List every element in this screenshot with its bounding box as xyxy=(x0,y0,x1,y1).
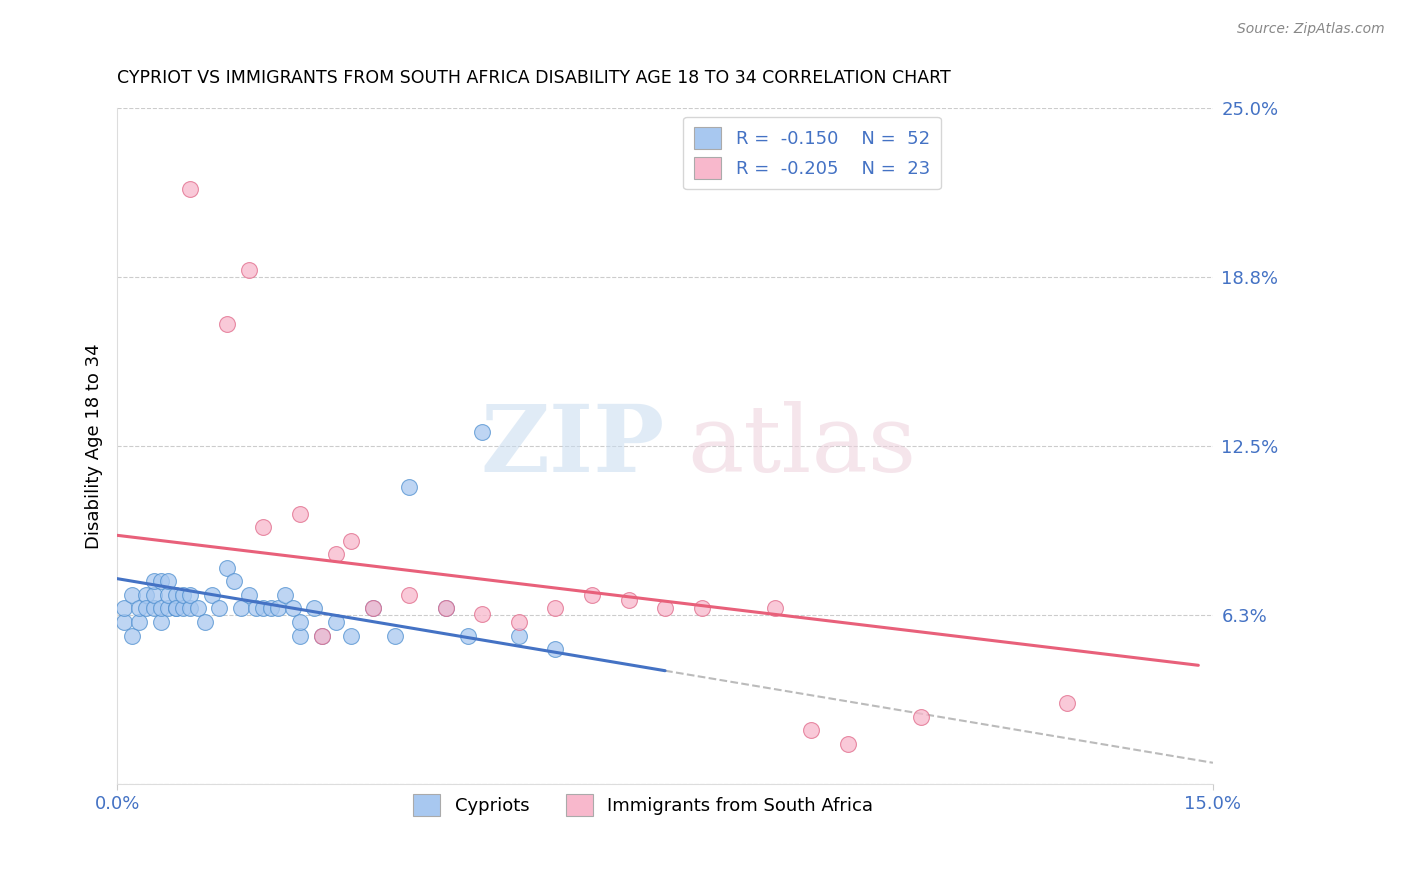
Point xyxy=(311,628,333,642)
Point xyxy=(114,601,136,615)
Point xyxy=(252,601,274,615)
Point xyxy=(325,547,347,561)
Point xyxy=(398,480,420,494)
Point xyxy=(150,601,173,615)
Point xyxy=(222,574,245,589)
Point xyxy=(288,615,311,629)
Point xyxy=(340,533,363,548)
Point xyxy=(910,710,932,724)
Point xyxy=(208,601,231,615)
Point xyxy=(311,628,333,642)
Point xyxy=(508,628,530,642)
Point xyxy=(800,723,823,738)
Point xyxy=(690,601,713,615)
Point xyxy=(238,263,260,277)
Point xyxy=(128,601,150,615)
Point xyxy=(508,615,530,629)
Point xyxy=(142,601,165,615)
Point xyxy=(201,588,224,602)
Point xyxy=(457,628,479,642)
Point xyxy=(245,601,267,615)
Point xyxy=(157,601,180,615)
Point xyxy=(172,588,194,602)
Point xyxy=(165,601,187,615)
Point xyxy=(150,574,173,589)
Y-axis label: Disability Age 18 to 34: Disability Age 18 to 34 xyxy=(86,343,103,549)
Point xyxy=(121,628,143,642)
Point xyxy=(121,588,143,602)
Point xyxy=(128,615,150,629)
Point xyxy=(165,601,187,615)
Point xyxy=(763,601,786,615)
Legend: Cypriots, Immigrants from South Africa: Cypriots, Immigrants from South Africa xyxy=(406,787,880,822)
Point xyxy=(114,615,136,629)
Text: atlas: atlas xyxy=(688,401,917,491)
Point xyxy=(544,642,567,657)
Point xyxy=(172,601,194,615)
Point xyxy=(142,574,165,589)
Text: Source: ZipAtlas.com: Source: ZipAtlas.com xyxy=(1237,22,1385,37)
Point xyxy=(617,593,640,607)
Point xyxy=(165,588,187,602)
Point xyxy=(157,574,180,589)
Point xyxy=(135,588,157,602)
Point xyxy=(471,425,494,440)
Point xyxy=(179,601,201,615)
Point xyxy=(267,601,290,615)
Point xyxy=(340,628,363,642)
Point xyxy=(654,601,676,615)
Point xyxy=(150,615,173,629)
Point xyxy=(361,601,384,615)
Point xyxy=(544,601,567,615)
Point xyxy=(361,601,384,615)
Point xyxy=(179,182,201,196)
Point xyxy=(434,601,457,615)
Point xyxy=(288,628,311,642)
Point xyxy=(215,561,238,575)
Point xyxy=(179,588,201,602)
Point xyxy=(304,601,326,615)
Point xyxy=(384,628,406,642)
Point xyxy=(187,601,209,615)
Text: CYPRIOT VS IMMIGRANTS FROM SOUTH AFRICA DISABILITY AGE 18 TO 34 CORRELATION CHAR: CYPRIOT VS IMMIGRANTS FROM SOUTH AFRICA … xyxy=(117,69,950,87)
Point xyxy=(281,601,304,615)
Point xyxy=(398,588,420,602)
Point xyxy=(252,520,274,534)
Point xyxy=(274,588,297,602)
Point xyxy=(434,601,457,615)
Point xyxy=(194,615,217,629)
Point xyxy=(157,588,180,602)
Point xyxy=(215,317,238,331)
Point xyxy=(238,588,260,602)
Point xyxy=(259,601,281,615)
Point xyxy=(142,588,165,602)
Point xyxy=(325,615,347,629)
Point xyxy=(135,601,157,615)
Point xyxy=(581,588,603,602)
Point xyxy=(231,601,253,615)
Point xyxy=(288,507,311,521)
Text: ZIP: ZIP xyxy=(481,401,665,491)
Point xyxy=(1056,696,1078,710)
Point xyxy=(471,607,494,621)
Point xyxy=(837,737,859,751)
